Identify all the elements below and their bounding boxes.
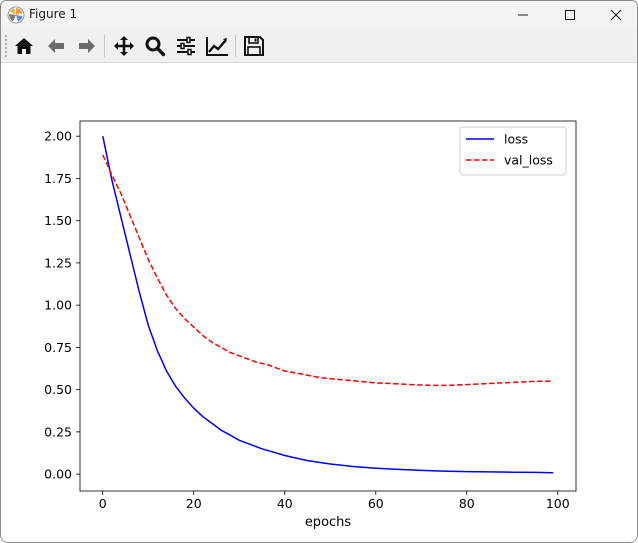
toolbar-separator bbox=[235, 35, 236, 57]
zoom-icon bbox=[145, 36, 166, 57]
edit-axis-button[interactable] bbox=[205, 34, 229, 58]
zoom-button[interactable] bbox=[143, 34, 167, 58]
configure-subplots-icon bbox=[177, 36, 195, 56]
y-tick-label: 0.75 bbox=[44, 340, 72, 355]
configure-subplots-button[interactable] bbox=[174, 34, 198, 58]
close-icon bbox=[610, 9, 622, 21]
minimize-icon bbox=[518, 14, 528, 16]
forward-icon bbox=[79, 39, 95, 53]
forward-button[interactable] bbox=[75, 34, 99, 58]
y-tick-label: 0.50 bbox=[44, 382, 72, 397]
matplotlib-logo-icon bbox=[7, 6, 25, 24]
home-icon bbox=[15, 38, 33, 54]
axes-frame bbox=[79, 120, 577, 492]
home-button[interactable] bbox=[12, 34, 36, 58]
y-tick-label: 0.00 bbox=[44, 467, 72, 482]
pan-button[interactable] bbox=[112, 34, 136, 58]
legend-label-val-loss: val_loss bbox=[504, 153, 553, 168]
maximize-icon bbox=[565, 10, 575, 20]
series-line-val-loss bbox=[102, 154, 554, 387]
pan-icon bbox=[114, 36, 134, 56]
line-chart: 0 20 40 60 80 100 0.00 0.25 0.50 0.75 1.00 1.25 1.50… bbox=[44, 120, 577, 530]
y-tick-label: 2.00 bbox=[44, 129, 72, 144]
toolbar-grip[interactable] bbox=[4, 34, 8, 58]
back-button[interactable] bbox=[44, 34, 68, 58]
series-line-loss bbox=[102, 136, 554, 474]
toolbar-separator bbox=[104, 35, 105, 57]
maximize-button[interactable] bbox=[547, 1, 593, 29]
window-title: Figure 1 bbox=[29, 7, 78, 21]
save-button[interactable] bbox=[242, 34, 266, 58]
x-tick-label: 20 bbox=[186, 496, 202, 511]
x-tick-label: 100 bbox=[546, 496, 570, 511]
y-tick-label: 1.50 bbox=[44, 213, 72, 228]
x-tick-label: 60 bbox=[368, 496, 384, 511]
x-tick-label: 40 bbox=[277, 496, 293, 511]
x-tick-label: 80 bbox=[459, 496, 475, 511]
y-tick-label: 1.75 bbox=[44, 171, 72, 186]
figure-canvas[interactable]: 0 20 40 60 80 100 0.00 0.25 0.50 0.75 1.00 1.25 1.50… bbox=[1, 63, 637, 542]
close-button[interactable] bbox=[593, 1, 637, 29]
x-axis-label: epochs bbox=[305, 515, 352, 530]
x-tick-label: 0 bbox=[99, 496, 107, 511]
edit-axis-icon bbox=[206, 37, 228, 56]
legend-label-loss: loss bbox=[504, 132, 528, 147]
y-tick-label: 1.00 bbox=[44, 298, 72, 313]
minimize-button[interactable] bbox=[500, 1, 546, 29]
back-icon bbox=[48, 39, 64, 53]
save-icon bbox=[244, 36, 264, 56]
navigation-toolbar bbox=[1, 29, 637, 63]
y-tick-label: 0.25 bbox=[44, 424, 72, 439]
y-tick-label: 1.25 bbox=[44, 255, 72, 270]
title-bar[interactable]: Figure 1 bbox=[1, 1, 637, 29]
